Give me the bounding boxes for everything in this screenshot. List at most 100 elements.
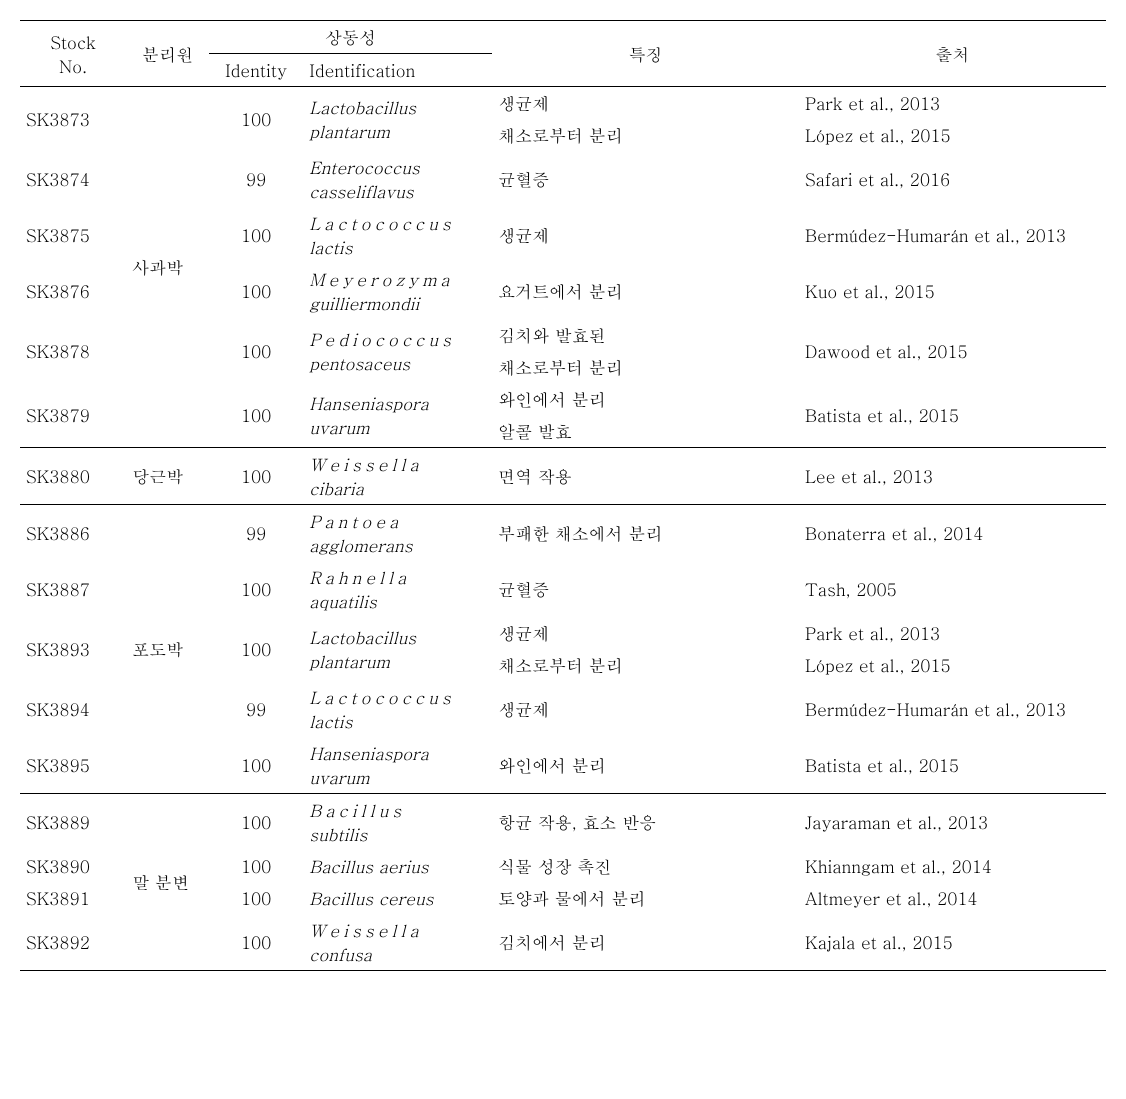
- header-homology: 상동성: [209, 21, 492, 54]
- table-row: SK3886포도박99Pantoeaagglomerans부패한 채소에서 분리…: [20, 505, 1106, 562]
- feature-cell: 항균 작용, 효소 반응: [492, 794, 799, 851]
- reference-cell: Khianngam et al., 2014: [799, 850, 1106, 882]
- reference-cell: Batista et al., 2015: [799, 737, 1106, 794]
- header-feature: 특징: [492, 21, 799, 87]
- reference-cell: Park et al., 2013: [799, 617, 1106, 649]
- identification-cell: Lactobacillusplantarum: [303, 617, 492, 681]
- identity-cell: 100: [209, 87, 303, 152]
- feature-cell: 김치에서 분리: [492, 914, 799, 971]
- species-name: agglomerans: [309, 533, 486, 557]
- reference-cell: Park et al., 2013: [799, 87, 1106, 120]
- feature-cell: 생균제: [492, 87, 799, 120]
- identity-cell: 100: [209, 319, 303, 383]
- header-stock: Stock No.: [20, 21, 126, 87]
- table-row: SK3889말 분변100Bacillussubtilis항균 작용, 효소 반…: [20, 794, 1106, 851]
- species-name: subtilis: [309, 822, 486, 846]
- identification-cell: Rahnellaaquatilis: [303, 561, 492, 617]
- identification-cell: Enterococcuscasseliflavus: [303, 151, 492, 207]
- reference-cell: López et al., 2015: [799, 119, 1106, 151]
- stock-cell: SK3874: [20, 151, 126, 207]
- feature-cell: 채소로부터 분리: [492, 351, 799, 383]
- identity-cell: 100: [209, 882, 303, 914]
- identity-cell: 100: [209, 207, 303, 263]
- identity-cell: 99: [209, 151, 303, 207]
- genus-name: Lactobacillus: [309, 625, 486, 649]
- identification-cell: Pantoeaagglomerans: [303, 505, 492, 562]
- source-cell: 사과박: [126, 87, 209, 448]
- feature-cell: 채소로부터 분리: [492, 649, 799, 681]
- stock-cell: SK3873: [20, 87, 126, 152]
- identification-cell: Hanseniasporauvarum: [303, 383, 492, 448]
- reference-cell: Lee et al., 2013: [799, 448, 1106, 505]
- genus-name: Pediococcus: [309, 327, 486, 351]
- reference-cell: Kajala et al., 2015: [799, 914, 1106, 971]
- stock-cell: SK3889: [20, 794, 126, 851]
- genus-name: Rahnella: [309, 565, 486, 589]
- species-name: aquatilis: [309, 589, 486, 613]
- identity-cell: 100: [209, 383, 303, 448]
- identity-cell: 100: [209, 448, 303, 505]
- reference-cell: Tash, 2005: [799, 561, 1106, 617]
- genus-name: Pantoea: [309, 509, 486, 533]
- reference-cell: Bonaterra et al., 2014: [799, 505, 1106, 562]
- feature-cell: 알콜 발효: [492, 415, 799, 448]
- species-name: Bacillus aerius: [309, 854, 428, 878]
- species-name: uvarum: [309, 765, 486, 789]
- species-name: guilliermondii: [309, 291, 486, 315]
- reference-cell: Altmeyer et al., 2014: [799, 882, 1106, 914]
- identity-cell: 100: [209, 914, 303, 971]
- identity-cell: 99: [209, 505, 303, 562]
- header-source: 분리원: [126, 21, 209, 87]
- identification-cell: Bacillussubtilis: [303, 794, 492, 851]
- genus-name: Weissella: [309, 452, 486, 476]
- feature-cell: 균혈증: [492, 561, 799, 617]
- species-name: uvarum: [309, 415, 486, 439]
- identification-cell: Lactobacillusplantarum: [303, 87, 492, 152]
- identification-cell: Bacillus aerius: [303, 850, 492, 882]
- feature-cell: 균혈증: [492, 151, 799, 207]
- species-name: confusa: [309, 942, 486, 966]
- header-identity: Identity: [209, 54, 303, 87]
- species-name: casseliflavus: [309, 179, 486, 203]
- identity-cell: 100: [209, 850, 303, 882]
- reference-cell: Batista et al., 2015: [799, 383, 1106, 448]
- species-name: lactis: [309, 709, 486, 733]
- genus-name: Lactococcus: [309, 685, 486, 709]
- identification-cell: Weissellacibaria: [303, 448, 492, 505]
- header-reference: 출처: [799, 21, 1106, 87]
- table-row: SK3873사과박100Lactobacillusplantarum생균제Par…: [20, 87, 1106, 120]
- identity-cell: 100: [209, 561, 303, 617]
- genus-name: Hanseniaspora: [309, 741, 486, 765]
- identification-cell: Hanseniasporauvarum: [303, 737, 492, 794]
- reference-cell: López et al., 2015: [799, 649, 1106, 681]
- feature-cell: 생균제: [492, 681, 799, 737]
- stock-cell: SK3893: [20, 617, 126, 681]
- identification-cell: Weissellaconfusa: [303, 914, 492, 971]
- reference-cell: Safari et al., 2016: [799, 151, 1106, 207]
- feature-cell: 부패한 채소에서 분리: [492, 505, 799, 562]
- feature-cell: 생균제: [492, 207, 799, 263]
- source-cell: 포도박: [126, 505, 209, 794]
- stock-cell: SK3894: [20, 681, 126, 737]
- stock-cell: SK3878: [20, 319, 126, 383]
- stock-cell: SK3891: [20, 882, 126, 914]
- stock-cell: SK3887: [20, 561, 126, 617]
- stock-cell: SK3879: [20, 383, 126, 448]
- genus-name: Hanseniaspora: [309, 391, 486, 415]
- species-table: Stock No. 분리원 상동성 특징 출처 Identity Identif…: [20, 20, 1106, 971]
- stock-cell: SK3886: [20, 505, 126, 562]
- reference-cell: Kuo et al., 2015: [799, 263, 1106, 319]
- species-name: cibaria: [309, 476, 486, 500]
- reference-cell: Dawood et al., 2015: [799, 319, 1106, 383]
- genus-name: Enterococcus: [309, 155, 486, 179]
- genus-name: Weissella: [309, 918, 486, 942]
- feature-cell: 토양과 물에서 분리: [492, 882, 799, 914]
- identification-cell: Pediococcuspentosaceus: [303, 319, 492, 383]
- stock-cell: SK3892: [20, 914, 126, 971]
- identity-cell: 100: [209, 794, 303, 851]
- species-name: lactis: [309, 235, 486, 259]
- identification-cell: Meyerozymaguilliermondii: [303, 263, 492, 319]
- identity-cell: 100: [209, 263, 303, 319]
- source-cell: 말 분변: [126, 794, 209, 971]
- feature-cell: 생균제: [492, 617, 799, 649]
